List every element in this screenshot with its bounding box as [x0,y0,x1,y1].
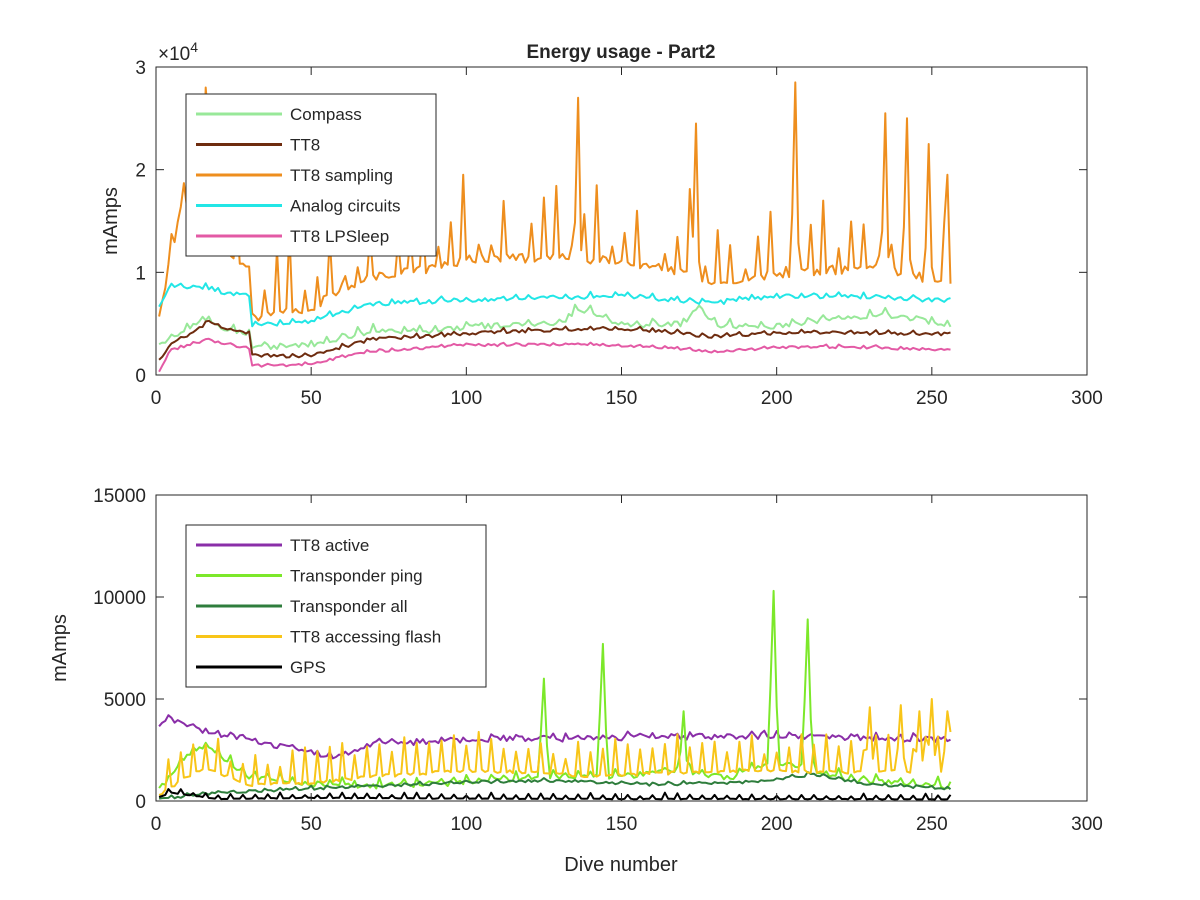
y-tick-label: 10000 [93,588,146,609]
legend-label: GPS [290,658,326,677]
exponent-power: 4 [190,39,198,55]
bottom-legend: TT8 active Transponder ping Transponder al… [185,524,487,688]
series-line-tt8-active [158,714,951,760]
top-y-exponent-label: ×104 [158,39,198,65]
legend-label: TT8 active [290,536,369,555]
series-line-tt8 [158,319,951,361]
bottom-x-axis-label: Dive number [564,854,678,876]
y-tick-label: 1 [135,263,146,284]
series-line-analog-circuits [158,282,951,328]
x-tick-label: 300 [1071,814,1103,835]
x-tick-label: 150 [606,388,638,409]
x-tick-label: 200 [761,388,793,409]
legend-label: Transponder ping [290,567,423,586]
legend-label: TT8 sampling [290,166,393,185]
y-tick-label: 0 [135,792,146,813]
y-tick-label: 5000 [104,690,146,711]
chart-title: Energy usage - Part2 [526,42,715,63]
x-tick-label: 0 [151,814,162,835]
top-chart: 0 50 100 150 200 250 300 0 1 2 3 Energy usage - Pa… [100,39,1103,409]
series-line-tt8-sampling [158,81,952,322]
legend-label: TT8 accessing flash [290,628,441,647]
x-tick-label: 150 [606,814,638,835]
legend-label: Analog circuits [290,197,401,216]
series-line-tt8-lpsleep [158,337,951,373]
y-tick-label: 3 [135,58,146,79]
series-line-gps [158,788,952,801]
top-y-axis-label: mAmps [100,187,122,255]
y-tick-label: 0 [135,366,146,387]
legend-label: Compass [290,105,362,124]
legend-label: TT8 [290,136,320,155]
series-line-tt8-accessing-flash [158,698,952,796]
series-line-transponder-all [158,771,952,800]
y-tick-label: 15000 [93,486,146,507]
x-tick-label: 50 [301,388,322,409]
x-tick-label: 300 [1071,388,1103,409]
x-tick-label: 50 [301,814,322,835]
exponent-base: ×10 [158,44,190,65]
legend-label: Transponder all [290,597,408,616]
top-legend: Compass TT8 TT8 sampling Analog circuits TT8… [185,93,437,257]
top-tick-group: 0 50 100 150 200 250 300 0 1 2 3 [135,58,1102,409]
x-tick-label: 100 [450,388,482,409]
x-tick-label: 200 [761,814,793,835]
bottom-tick-group: 0 50 100 150 200 250 300 0 5000 10000 15000 [93,486,1103,835]
legend-label: TT8 LPSleep [290,227,389,246]
top-series-group [158,81,952,373]
bottom-series-group [158,589,952,801]
x-tick-label: 100 [450,814,482,835]
x-tick-label: 0 [151,388,162,409]
series-line-compass [158,303,952,351]
bottom-y-axis-label: mAmps [49,614,71,682]
x-tick-label: 250 [916,388,948,409]
y-tick-label: 2 [135,161,146,182]
x-tick-label: 250 [916,814,948,835]
